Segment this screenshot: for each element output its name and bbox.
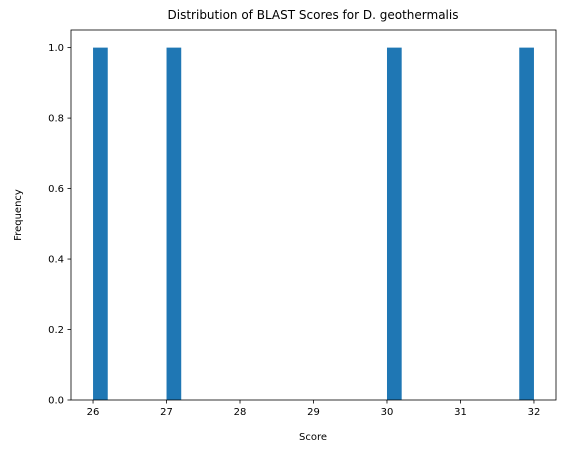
y-tick-label: 0.8 — [48, 114, 64, 125]
histogram-bar-1 — [166, 47, 182, 400]
x-tick-label: 30 — [381, 407, 394, 418]
x-tick-label: 31 — [454, 407, 467, 418]
x-axis-label: Score — [299, 432, 327, 443]
y-axis-ticks: 0.0 0.2 0.4 0.6 0.8 1.0 — [48, 43, 71, 407]
y-tick-label: 0.6 — [48, 184, 64, 195]
y-tick-label: 0.2 — [48, 325, 64, 336]
histogram-bar-3 — [519, 47, 534, 400]
histogram-bar-2 — [386, 47, 402, 400]
y-tick-label: 0.0 — [48, 396, 64, 407]
x-tick-label: 28 — [234, 407, 247, 418]
y-tick-label: 1.0 — [48, 43, 64, 54]
x-tick-label: 32 — [528, 407, 541, 418]
bars-layer — [93, 47, 534, 400]
histogram-bar-0 — [93, 47, 108, 400]
x-tick-label: 29 — [307, 407, 320, 418]
x-tick-label: 26 — [87, 407, 100, 418]
x-axis-ticks: 26 27 28 29 30 31 32 — [87, 400, 541, 418]
plot-frame — [70, 29, 557, 401]
x-tick-label: 27 — [160, 407, 173, 418]
chart-title: Distribution of BLAST Scores for D. geot… — [168, 8, 459, 22]
y-tick-label: 0.4 — [48, 255, 64, 266]
y-axis-label: Frequency — [13, 189, 24, 241]
